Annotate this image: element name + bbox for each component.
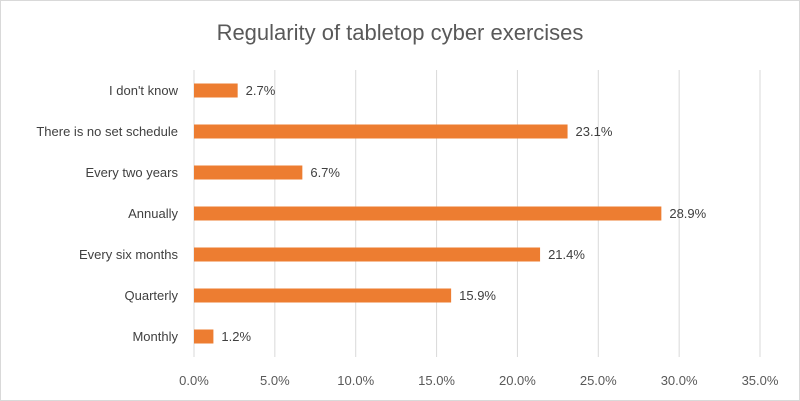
data-label: 6.7% [310, 165, 340, 180]
bar [194, 165, 303, 180]
x-tick-label: 25.0% [580, 373, 617, 388]
x-tick-label: 20.0% [499, 373, 536, 388]
bar [194, 206, 662, 221]
x-tick-label: 0.0% [179, 373, 209, 388]
category-label: Every six months [79, 247, 178, 262]
category-label: There is no set schedule [36, 124, 178, 139]
x-tick-label: 15.0% [418, 373, 455, 388]
bar [194, 329, 214, 344]
data-label: 23.1% [576, 124, 613, 139]
category-label: Quarterly [125, 288, 179, 303]
x-tick-label: 35.0% [742, 373, 779, 388]
data-label: 21.4% [548, 247, 585, 262]
x-tick-label: 30.0% [661, 373, 698, 388]
data-label: 1.2% [221, 329, 251, 344]
category-label: Monthly [132, 329, 178, 344]
data-label: 28.9% [669, 206, 706, 221]
x-tick-label: 5.0% [260, 373, 290, 388]
data-label: 2.7% [246, 83, 276, 98]
bar [194, 247, 541, 262]
data-label: 15.9% [459, 288, 496, 303]
bar [194, 288, 452, 303]
category-label: Every two years [86, 165, 179, 180]
x-tick-label: 10.0% [337, 373, 374, 388]
category-label: Annually [128, 206, 178, 221]
chart-title: Regularity of tabletop cyber exercises [217, 20, 584, 45]
category-label: I don't know [109, 83, 179, 98]
bar [194, 124, 568, 139]
bar [194, 83, 238, 98]
